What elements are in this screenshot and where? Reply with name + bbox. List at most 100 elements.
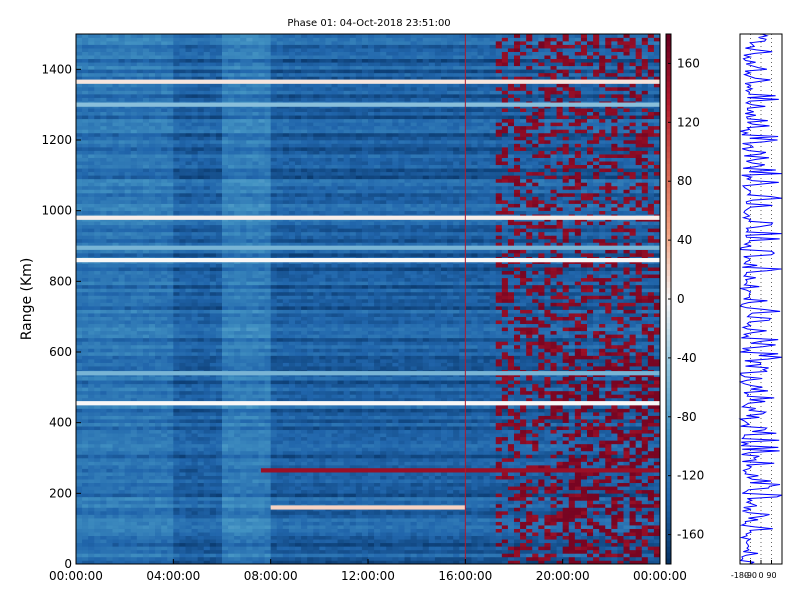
heatmap-cell <box>246 539 253 544</box>
heatmap-cell <box>587 507 594 512</box>
heatmap-cell <box>288 465 296 469</box>
heatmap-cell <box>209 556 217 561</box>
heatmap-cell <box>568 412 576 416</box>
heatmap-cell <box>520 549 527 554</box>
heatmap-cell <box>368 458 375 462</box>
heatmap-cell <box>416 412 424 416</box>
heatmap-cell <box>185 479 192 484</box>
heatmap-cell <box>507 553 515 558</box>
heatmap-cell <box>489 419 497 423</box>
heatmap-cell <box>514 521 521 526</box>
heatmap-cell <box>88 479 95 484</box>
heatmap-cell <box>209 447 217 452</box>
heatmap-cell <box>167 503 174 508</box>
heatmap-cell <box>483 454 490 459</box>
heatmap-cell <box>282 486 290 491</box>
heatmap-cell <box>398 535 405 540</box>
heatmap-cell <box>647 412 655 416</box>
heatmap-cell <box>489 546 497 551</box>
heatmap-cell <box>349 542 357 547</box>
heatmap-cell <box>532 394 539 399</box>
heatmap-cell <box>295 405 302 409</box>
heatmap-cell <box>106 447 113 452</box>
heatmap-cell <box>495 539 503 544</box>
heatmap-cell <box>246 479 253 484</box>
heatmap-cell <box>118 447 125 452</box>
heatmap-cell <box>532 528 539 533</box>
heatmap-cell <box>173 429 180 434</box>
heatmap-cell <box>580 450 588 455</box>
heatmap-cell <box>124 553 132 558</box>
heatmap-cell <box>471 394 478 399</box>
heatmap-cell <box>647 489 655 494</box>
heatmap-cell <box>556 472 563 476</box>
heatmap-cell <box>264 482 271 487</box>
heatmap-cell <box>343 412 351 416</box>
heatmap-cell <box>623 415 630 420</box>
heatmap-cell <box>544 415 551 420</box>
heatmap-cell <box>611 415 618 420</box>
heatmap-cell <box>100 514 107 519</box>
heatmap-cell <box>264 408 271 413</box>
heatmap-cell <box>380 535 387 540</box>
heatmap-cell <box>161 493 168 498</box>
heatmap-cell <box>611 450 618 455</box>
heatmap-cell <box>441 436 448 441</box>
heatmap-cell <box>587 454 594 459</box>
heatmap-cell <box>246 486 253 491</box>
heatmap-cell <box>465 443 472 448</box>
heatmap-cell <box>185 518 192 522</box>
heatmap-cell <box>222 482 229 487</box>
heatmap-cell <box>337 419 344 423</box>
heatmap-cell <box>465 383 472 388</box>
heatmap-cell <box>173 503 180 508</box>
heatmap-cell <box>313 390 320 395</box>
heatmap-cell <box>240 380 247 385</box>
heatmap-cell <box>270 493 278 498</box>
heatmap-cell <box>82 397 89 402</box>
heatmap-cell <box>404 532 411 537</box>
heatmap-cell <box>629 514 636 519</box>
heatmap-cell <box>240 412 247 416</box>
heatmap-cell <box>398 525 405 529</box>
heatmap-cell <box>368 546 375 551</box>
heatmap-cell <box>161 436 168 441</box>
heatmap-cell <box>94 387 101 392</box>
heatmap-cell <box>179 440 186 445</box>
heatmap-cell <box>459 387 466 392</box>
heatmap-cell <box>441 461 448 466</box>
heatmap-cell <box>155 535 162 540</box>
heatmap-cell <box>544 465 551 469</box>
heatmap-cell <box>288 475 296 480</box>
heatmap-cell <box>447 383 454 388</box>
heatmap-cell <box>465 422 472 427</box>
heatmap-cell <box>234 383 241 388</box>
heatmap-cell <box>507 433 515 438</box>
heatmap-cell <box>173 412 180 416</box>
heatmap-cell <box>471 535 478 540</box>
heatmap-cell <box>374 549 381 554</box>
heatmap-cell <box>386 405 393 409</box>
heatmap-cell <box>155 443 162 448</box>
heatmap-cell <box>392 383 399 388</box>
heatmap-cell <box>142 433 150 438</box>
heatmap-cell <box>568 496 576 501</box>
heatmap-cell <box>167 468 174 473</box>
heatmap-cell <box>447 447 454 452</box>
heatmap-cell <box>209 443 217 448</box>
heatmap-cell <box>94 535 101 540</box>
heatmap-cell <box>538 408 545 413</box>
heatmap-cell <box>623 528 630 533</box>
heatmap-cell <box>520 507 527 512</box>
heatmap-cell <box>428 405 436 409</box>
heatmap-cell <box>629 397 636 402</box>
heatmap-cell <box>514 489 521 494</box>
heatmap-cell <box>276 447 284 452</box>
heatmap-cell <box>441 408 448 413</box>
heatmap-cell <box>635 390 643 395</box>
heatmap-cell <box>234 429 241 434</box>
heatmap-cell <box>215 500 223 505</box>
heatmap-cell <box>404 553 411 558</box>
heatmap-cell <box>471 514 478 519</box>
heatmap-cell <box>325 493 332 498</box>
